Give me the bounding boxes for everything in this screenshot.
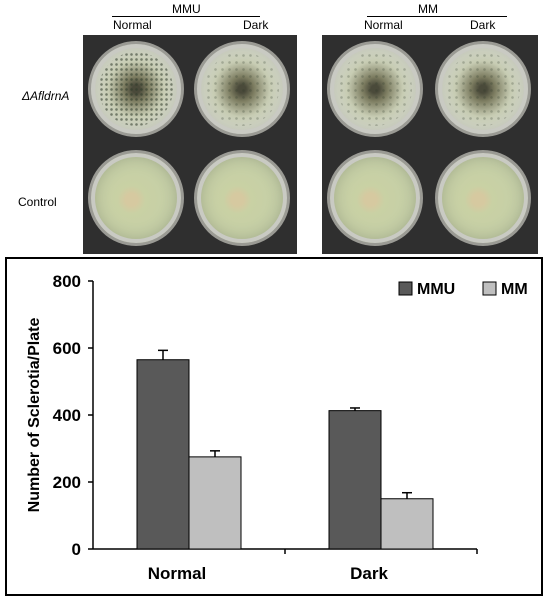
plate-mmu-dark-control (194, 150, 290, 246)
y-axis-label: Number of Sclerotia/Plate (26, 318, 43, 513)
legend-label-mmu: MMU (417, 281, 455, 298)
group-title-mmu: MMU (172, 2, 201, 16)
bar-mmu-dark (328, 410, 382, 550)
y-tick-label: 600 (53, 339, 81, 358)
plate-mmu-normal-mutant (88, 41, 184, 137)
photo-panel-mm (322, 35, 538, 254)
bar-mm-dark (380, 498, 434, 550)
col-label-mmu-normal: Normal (113, 18, 152, 32)
plate-mmu-dark-mutant (194, 41, 290, 137)
plate-mm-normal-mutant (327, 41, 423, 137)
x-tick-label: Dark (350, 564, 388, 583)
plate-mm-dark-control (435, 150, 531, 246)
col-label-mmu-dark: Dark (243, 18, 269, 32)
legend-label-mm: MM (501, 281, 528, 298)
col-label-mm-normal: Normal (364, 18, 403, 32)
bar-mm-normal (188, 456, 242, 550)
x-tick-label: Normal (148, 564, 207, 583)
y-tick-label: 0 (72, 540, 81, 559)
group-line-mmu (112, 16, 260, 17)
plate-mm-dark-mutant (435, 41, 531, 137)
photo-panel-mmu (83, 35, 297, 254)
plate-mmu-normal-control (88, 150, 184, 246)
bar-mmu-normal (136, 359, 190, 550)
group-line-mm (367, 16, 507, 17)
group-title-mm: MM (418, 2, 438, 16)
y-tick-label: 400 (53, 406, 81, 425)
row-label-mutant: ΔAfldrnA (22, 89, 70, 103)
legend-swatch-mm (482, 281, 497, 296)
chart-frame: 0 200 400 600 800 Number of Sclerotia/Plate No… (5, 257, 543, 596)
row-label-control: Control (18, 195, 57, 209)
plate-mm-normal-control (327, 150, 423, 246)
legend-swatch-mmu (398, 281, 413, 296)
y-tick-label: 800 (53, 272, 81, 291)
sclerotia-bar-chart: 0 200 400 600 800 Number of Sclerotia/Plate No… (26, 272, 528, 583)
col-label-mm-dark: Dark (470, 18, 496, 32)
y-tick-label: 200 (53, 473, 81, 492)
